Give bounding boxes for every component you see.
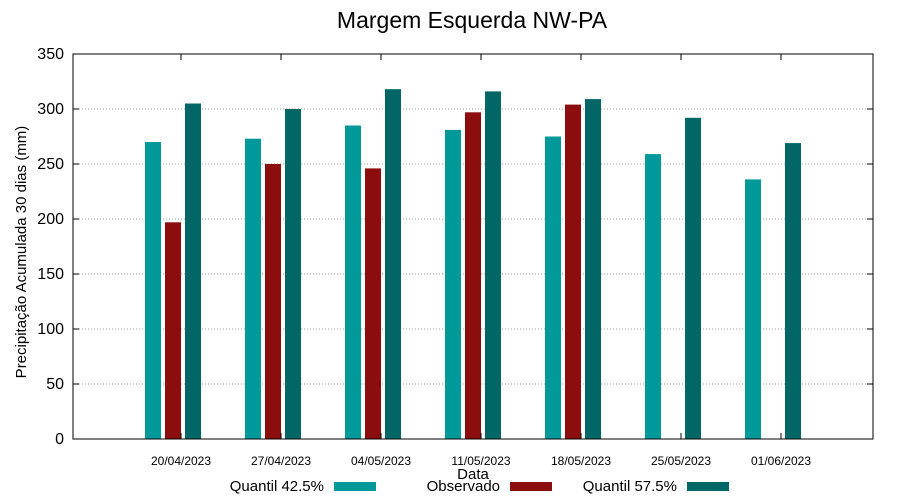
bar-2-4	[585, 99, 601, 439]
x-axis-label: Data	[457, 466, 489, 483]
bar-2-3	[485, 91, 501, 440]
bar-0-3	[445, 129, 461, 439]
bar-2-5	[685, 117, 701, 440]
ytick-label-2: 100	[37, 321, 64, 338]
bar-0-6	[745, 179, 761, 439]
bar-1-1	[265, 164, 281, 439]
xtick-label-6: 01/06/2023	[751, 454, 811, 468]
xtick-label-3: 11/05/2023	[451, 454, 510, 468]
bar-2-1	[285, 109, 301, 439]
ytick-label-5: 250	[37, 156, 64, 173]
bar-0-0	[145, 142, 161, 439]
chart-title: Margem Esquerda NW-PA	[337, 7, 608, 33]
legend-swatch-1	[510, 482, 552, 491]
legend-label-2: Quantil 57.5%	[583, 478, 677, 495]
bar-0-4	[545, 136, 561, 439]
x-axis-ticks: 20/04/2023 27/04/2023 04/05/2023 11/05/2023…	[151, 54, 811, 468]
ytick-label-0: 0	[55, 431, 64, 448]
legend-label-0: Quantil 42.5%	[230, 478, 324, 495]
legend: Quantil 42.5% Observado Quantil 57.5%	[230, 478, 729, 495]
plot-frame	[72, 53, 874, 440]
bar-2-2	[385, 89, 401, 439]
legend-label-1: Observado	[427, 478, 500, 495]
bar-0-1	[245, 138, 261, 439]
xtick-label-1: 27/04/2023	[251, 454, 311, 468]
xtick-label-2: 04/05/2023	[351, 454, 411, 468]
ytick-label-7: 350	[37, 46, 64, 63]
ytick-label-4: 200	[37, 211, 64, 228]
ytick-label-6: 300	[37, 101, 64, 118]
legend-swatch-0	[334, 482, 376, 491]
xtick-label-4: 18/05/2023	[551, 454, 611, 468]
ytick-label-3: 150	[37, 266, 64, 283]
bars	[145, 89, 801, 440]
y-axis-label: Precipitação Acumulada 30 dias (mm)	[13, 126, 30, 379]
bar-1-3	[465, 112, 481, 440]
bar-0-2	[345, 125, 361, 439]
xtick-label-5: 25/05/2023	[651, 454, 711, 468]
ytick-label-1: 50	[46, 376, 64, 393]
bar-1-4	[565, 104, 581, 439]
y-axis-ticks: 0 50 100 150 200 250 300 350	[37, 46, 873, 448]
bar-1-0	[165, 222, 181, 439]
bar-2-0	[185, 103, 201, 439]
bar-0-5	[645, 154, 661, 439]
bar-2-6	[785, 143, 801, 439]
xtick-label-0: 20/04/2023	[151, 454, 211, 468]
bar-1-2	[365, 168, 381, 439]
legend-swatch-2	[687, 482, 729, 491]
